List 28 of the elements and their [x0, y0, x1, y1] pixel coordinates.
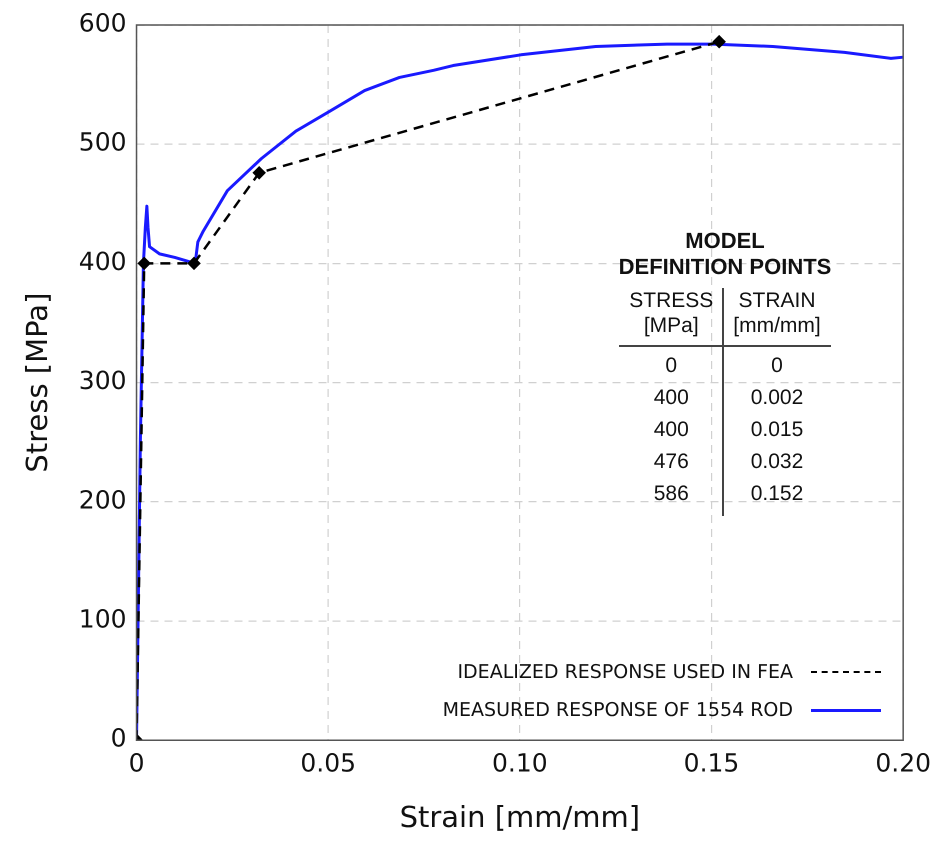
annotation: 0.032 [750, 449, 804, 475]
annotation: STRAIN [mm/mm] [732, 288, 822, 339]
y-tick-label: 400 [78, 246, 127, 276]
y-tick-label: 300 [78, 366, 127, 396]
y-axis-title: Stress [MPa] [20, 292, 54, 473]
legend-label: IDEALIZED RESPONSE USED IN FEA [457, 661, 793, 683]
annotation: MODEL DEFINITION POINTS [618, 228, 832, 280]
y-tick-label: 200 [78, 485, 127, 514]
x-tick-label: 0.05 [300, 748, 356, 778]
y-tick-label: 600 [78, 8, 127, 38]
annotation: 0.152 [750, 481, 804, 507]
legend-label: MEASURED RESPONSE OF 1554 ROD [442, 699, 793, 721]
y-tick-label: 500 [78, 128, 127, 157]
y-tick-label: 100 [78, 604, 127, 634]
x-axis-title: Strain [mm/mm] [400, 800, 640, 834]
annotation: 476 [652, 449, 690, 475]
annotation: 0.002 [750, 385, 804, 411]
annotation: 400 [652, 385, 690, 411]
annotation: 0 [664, 353, 678, 379]
y-tick-label: 0 [110, 724, 127, 753]
annotation: 0.015 [750, 417, 804, 443]
x-tick-label: 0.20 [875, 748, 932, 778]
x-tick-label: 0.10 [492, 748, 548, 778]
annotation: 0 [770, 353, 784, 379]
annotation: STRESS [MPa] [628, 288, 714, 339]
annotation: 586 [652, 481, 690, 507]
annotation: 400 [652, 417, 690, 443]
x-tick-label: 0.15 [684, 748, 740, 778]
